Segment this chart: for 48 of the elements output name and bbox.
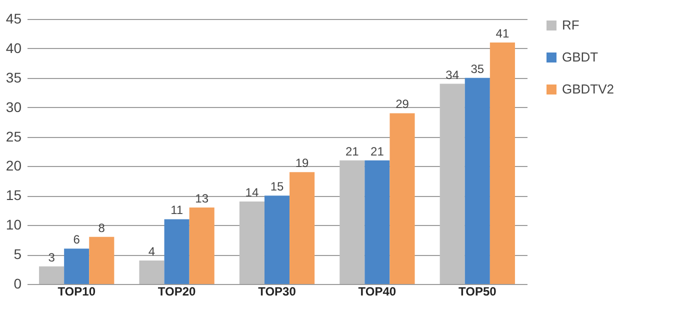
data-label: 3 bbox=[48, 250, 56, 264]
data-label: 6 bbox=[73, 232, 80, 247]
y-tick-label: 45 bbox=[6, 10, 22, 26]
x-tick-label: TOP40 bbox=[358, 284, 396, 298]
bar bbox=[64, 248, 90, 284]
bar bbox=[189, 207, 214, 284]
data-label: 19 bbox=[295, 156, 310, 170]
bar bbox=[440, 84, 465, 284]
bar bbox=[164, 219, 190, 284]
data-label: 35 bbox=[470, 62, 484, 76]
data-label: 15 bbox=[270, 180, 284, 194]
y-tick-label: 5 bbox=[14, 246, 22, 262]
legend-label: GBDTV2 bbox=[562, 82, 614, 96]
bar bbox=[239, 202, 264, 284]
y-tick-label: 20 bbox=[6, 158, 22, 174]
x-tick-label: TOP10 bbox=[58, 284, 96, 298]
x-tick-label: TOP30 bbox=[258, 284, 296, 298]
data-label: 41 bbox=[496, 26, 510, 41]
data-label: 34 bbox=[446, 68, 460, 82]
y-tick-label: 25 bbox=[6, 128, 22, 144]
data-label: 11 bbox=[170, 203, 184, 218]
bar bbox=[390, 113, 415, 284]
bar bbox=[364, 160, 390, 284]
data-label: 21 bbox=[370, 144, 384, 158]
data-label: 21 bbox=[345, 144, 360, 158]
y-tick-label: 40 bbox=[6, 40, 22, 56]
bar bbox=[89, 236, 114, 284]
bar bbox=[290, 172, 315, 284]
data-label: 29 bbox=[396, 97, 410, 112]
y-tick-label: 10 bbox=[6, 216, 22, 233]
bar bbox=[340, 160, 365, 284]
x-tick-label: TOP20 bbox=[158, 284, 196, 298]
legend-label: GBDT bbox=[562, 50, 598, 64]
data-label: 4 bbox=[148, 244, 156, 258]
y-tick-label: 35 bbox=[6, 69, 22, 86]
y-tick-label: 15 bbox=[6, 187, 22, 204]
bar bbox=[39, 266, 64, 284]
legend-label: RF bbox=[562, 18, 580, 32]
data-label: 13 bbox=[195, 191, 209, 206]
bar bbox=[139, 260, 164, 284]
y-tick-label: 30 bbox=[6, 98, 22, 115]
data-label: 8 bbox=[98, 220, 106, 235]
bar bbox=[264, 196, 290, 284]
data-label: 14 bbox=[245, 186, 259, 200]
y-tick-label: 0 bbox=[14, 276, 22, 292]
bar bbox=[490, 42, 515, 284]
bar bbox=[464, 78, 490, 284]
x-tick-label: TOP50 bbox=[458, 284, 497, 298]
